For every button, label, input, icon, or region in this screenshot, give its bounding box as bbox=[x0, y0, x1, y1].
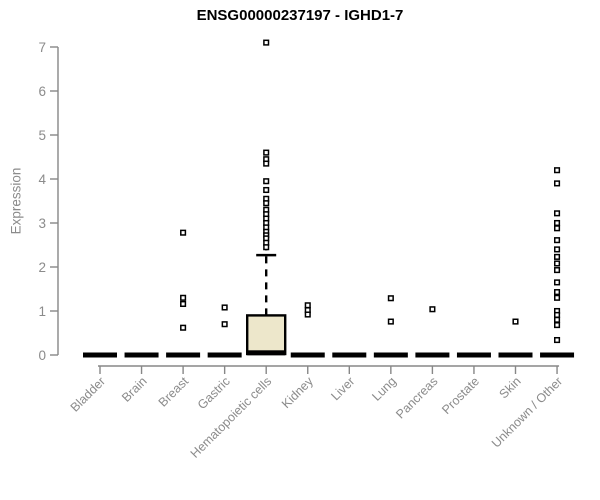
x-tick-label: Lung bbox=[369, 374, 399, 404]
outlier-point bbox=[554, 237, 561, 244]
outlier-point bbox=[554, 311, 561, 319]
outlier-point bbox=[554, 260, 561, 267]
outlier-point bbox=[180, 229, 187, 236]
x-tick-label: Hematopoietic cells bbox=[188, 374, 275, 461]
median-line bbox=[83, 352, 117, 358]
outlier-point bbox=[554, 210, 561, 217]
outlier-point bbox=[554, 219, 561, 227]
x-tick-label: Liver bbox=[328, 374, 357, 403]
outlier-point bbox=[554, 294, 561, 301]
outlier-point bbox=[263, 200, 270, 207]
outlier-point bbox=[263, 244, 270, 251]
outlier-point bbox=[221, 321, 228, 328]
median-line bbox=[247, 350, 286, 356]
box bbox=[245, 314, 287, 356]
outlier-point bbox=[304, 311, 311, 318]
x-tick-label: Skin bbox=[497, 374, 524, 401]
outlier-point bbox=[180, 294, 187, 301]
outlier-point bbox=[387, 295, 394, 302]
outlier-point bbox=[180, 324, 187, 331]
x-tick-label: Kidney bbox=[279, 374, 316, 411]
y-tick-label: 7 bbox=[38, 40, 46, 55]
median-line bbox=[415, 352, 450, 358]
outlier-point bbox=[554, 246, 561, 253]
outlier-point bbox=[429, 306, 436, 313]
outlier-point bbox=[221, 304, 228, 311]
x-tick-label: Prostate bbox=[439, 374, 482, 417]
y-tick-label: 3 bbox=[38, 216, 46, 231]
median-line bbox=[456, 352, 491, 358]
y-tick-label: 5 bbox=[38, 128, 46, 143]
x-tick-label: Bladder bbox=[68, 374, 108, 414]
x-tick-label: Brain bbox=[119, 374, 150, 405]
median-line bbox=[498, 352, 533, 358]
outlier-point bbox=[554, 316, 561, 323]
median-line bbox=[332, 352, 367, 358]
outlier-point bbox=[263, 149, 270, 156]
outlier-point bbox=[512, 318, 519, 325]
median-line bbox=[166, 352, 201, 358]
outlier-point bbox=[554, 279, 561, 286]
median-line bbox=[124, 352, 159, 358]
outlier-point bbox=[180, 300, 187, 308]
y-tick-label: 2 bbox=[38, 260, 46, 275]
y-tick-label: 1 bbox=[38, 304, 46, 319]
outlier-point bbox=[263, 160, 270, 167]
outlier-point bbox=[554, 180, 561, 187]
outlier-point bbox=[387, 318, 394, 325]
outlier-point bbox=[554, 253, 561, 260]
outlier-point bbox=[554, 322, 561, 329]
median-line bbox=[290, 352, 325, 358]
y-tick-label: 4 bbox=[38, 172, 46, 187]
x-tick-label: Breast bbox=[156, 374, 192, 410]
x-tick-label: Gastric bbox=[195, 374, 233, 412]
median-line bbox=[373, 352, 408, 358]
x-tick-label: Unknown / Other bbox=[489, 374, 565, 450]
outlier-point bbox=[263, 178, 270, 185]
median-line bbox=[207, 352, 242, 358]
x-tick-label: Pancreas bbox=[393, 374, 440, 421]
outlier-point bbox=[554, 225, 561, 232]
outlier-point bbox=[554, 336, 561, 344]
outlier-point bbox=[554, 267, 561, 274]
outlier-point bbox=[554, 289, 561, 296]
outlier-point bbox=[263, 186, 270, 194]
chart-title: ENSG00000237197 - IGHD1-7 bbox=[196, 7, 404, 24]
y-tick-label: 0 bbox=[38, 348, 46, 363]
outlier-point bbox=[304, 302, 311, 309]
y-tick-label: 6 bbox=[38, 84, 46, 99]
outlier-point bbox=[554, 167, 561, 174]
median-line bbox=[540, 352, 575, 358]
outlier-point bbox=[263, 39, 270, 46]
